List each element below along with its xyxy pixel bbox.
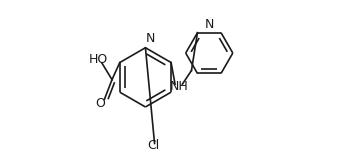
Text: Cl: Cl bbox=[148, 139, 160, 152]
Text: NH: NH bbox=[169, 80, 188, 93]
Text: N: N bbox=[205, 18, 214, 31]
Text: HO: HO bbox=[89, 53, 108, 66]
Text: O: O bbox=[95, 97, 105, 111]
Text: N: N bbox=[146, 32, 155, 45]
